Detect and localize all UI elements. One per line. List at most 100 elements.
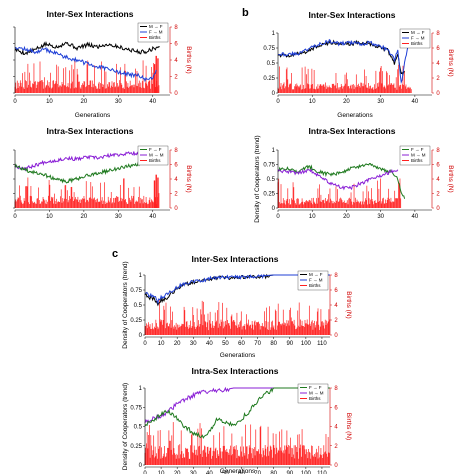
y2-tick-label: 8 xyxy=(334,273,338,279)
chart-title: Intra-Sex Interactions xyxy=(192,366,279,376)
births-bars xyxy=(277,64,412,93)
x-tick-label: 110 xyxy=(317,341,327,347)
legend-label: M → M xyxy=(309,391,324,396)
y-tick-label: 0.25 xyxy=(263,76,275,82)
x-tick-label: 20 xyxy=(343,214,350,220)
y-tick-label: 0.75 xyxy=(263,46,275,52)
y-tick-label: 0.5 xyxy=(134,303,143,309)
y-axis-title: Density of Cooperators (trend) xyxy=(122,261,129,348)
y2-tick-label: 2 xyxy=(436,76,440,82)
x-tick-label: 40 xyxy=(206,471,213,474)
x-tick-label: 20 xyxy=(81,99,88,105)
y2-tick-label: 4 xyxy=(436,61,440,67)
births-bars xyxy=(14,55,160,93)
chart-a-intra: Intra-Sex Interactions 0 10 20 30 40 0 2 4 6 8 Birt… xyxy=(13,126,192,220)
x-tick-label: 10 xyxy=(158,471,165,474)
y2-axis-title: Births (N) xyxy=(447,49,454,76)
series-line-2 xyxy=(144,387,330,439)
x-tick-label: 80 xyxy=(270,341,277,347)
births-bars xyxy=(277,178,402,208)
y2-tick-label: 6 xyxy=(436,46,440,52)
y-tick-label: 0.75 xyxy=(263,163,275,169)
x-tick-label: 20 xyxy=(174,471,181,474)
y-tick-label: 1 xyxy=(139,386,143,392)
x-tick-label: 20 xyxy=(343,99,350,105)
x-tick-label: 10 xyxy=(46,214,53,220)
x-tick-label: 10 xyxy=(158,341,165,347)
x-tick-label: 20 xyxy=(81,214,88,220)
y-axis-title: Density of Cooperators (trend) xyxy=(122,383,129,470)
births-bars xyxy=(144,298,330,335)
y2-tick-label: 4 xyxy=(174,58,178,64)
legend-label: M → M xyxy=(411,153,426,158)
legend-label: Births xyxy=(309,396,321,401)
y2-axis-title: Births (N) xyxy=(345,291,352,318)
legend-label: M → F xyxy=(149,24,163,29)
y2-tick-label: 4 xyxy=(334,425,338,431)
legend-label: M → M xyxy=(149,153,164,158)
y2-axis-title: Births (N) xyxy=(345,413,352,440)
y-tick-label: 0.5 xyxy=(134,425,143,431)
y2-tick-label: 4 xyxy=(436,177,440,183)
series-line-2 xyxy=(144,274,330,305)
legend-label: M → F xyxy=(411,30,425,35)
y2-axis-title: Births (N) xyxy=(447,165,454,192)
x-tick-label: 40 xyxy=(412,99,419,105)
y2-tick-label: 2 xyxy=(174,75,178,81)
y2-tick-label: 6 xyxy=(174,42,178,48)
x-tick-label: 10 xyxy=(309,214,316,220)
y2-tick-label: 0 xyxy=(436,91,440,97)
y2-tick-label: 0 xyxy=(174,91,178,97)
y2-tick-label: 2 xyxy=(334,318,338,324)
x-tick-label: 100 xyxy=(301,341,312,347)
series-line-1 xyxy=(277,162,406,199)
panel-letter-b: b xyxy=(242,7,249,19)
series-line-2 xyxy=(14,45,157,83)
x-tick-label: 60 xyxy=(238,471,245,474)
series-line-2 xyxy=(14,159,157,184)
x-tick-label: 30 xyxy=(190,471,197,474)
x-tick-label: 20 xyxy=(174,341,181,347)
legend-label: F → F xyxy=(411,147,424,152)
y2-tick-label: 0 xyxy=(334,463,338,469)
x-tick-label: 50 xyxy=(222,341,229,347)
x-axis-title: Generations xyxy=(337,112,373,119)
y2-tick-label: 2 xyxy=(334,444,338,450)
legend-label: F → F xyxy=(149,147,162,152)
y-tick-label: 0.5 xyxy=(267,61,276,67)
y-tick-label: 0 xyxy=(272,91,276,97)
legend-label: F → M xyxy=(149,30,163,35)
y-tick-label: 1 xyxy=(139,273,143,279)
x-tick-label: 30 xyxy=(115,214,122,220)
births-bars xyxy=(144,422,330,465)
x-axis-title: Generations xyxy=(220,352,256,359)
y2-tick-label: 0 xyxy=(436,206,440,212)
y2-tick-label: 6 xyxy=(334,288,338,294)
legend-label: F → M xyxy=(411,36,425,41)
chart-title: Intra-Sex Interactions xyxy=(309,126,396,136)
y-axis-title: Density of Cooperators (trend) xyxy=(254,135,261,222)
y-tick-label: 1 xyxy=(272,148,276,154)
x-tick-label: 30 xyxy=(190,341,197,347)
y2-tick-label: 8 xyxy=(334,386,338,392)
y-tick-label: 0 xyxy=(139,463,143,469)
y2-tick-label: 0 xyxy=(334,333,338,339)
legend-label: Births xyxy=(149,158,161,163)
legend-label: Births xyxy=(309,283,321,288)
x-tick-label: 100 xyxy=(301,471,312,474)
x-tick-label: 0 xyxy=(13,214,17,220)
y2-tick-label: 8 xyxy=(174,25,178,31)
legend-label: Births xyxy=(149,35,161,40)
legend-label: Births xyxy=(411,41,423,46)
series-line-1 xyxy=(14,40,160,56)
legend-label: F → M xyxy=(309,278,323,283)
y2-tick-label: 8 xyxy=(174,148,178,154)
